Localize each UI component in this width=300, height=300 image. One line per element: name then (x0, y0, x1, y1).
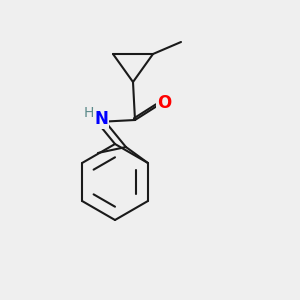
Text: H: H (84, 106, 94, 120)
Text: O: O (157, 94, 171, 112)
Text: N: N (94, 110, 108, 128)
